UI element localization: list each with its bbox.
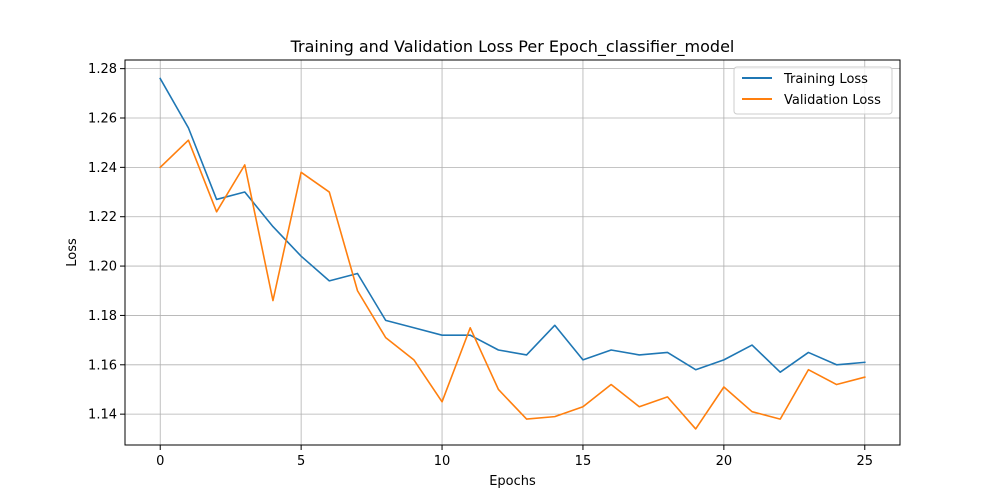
x-tick-label: 25 [856, 454, 873, 469]
y-tick-label: 1.28 [88, 62, 117, 77]
grid [125, 60, 900, 445]
y-tick-label: 1.20 [88, 260, 117, 275]
x-tick-label: 15 [575, 454, 592, 469]
chart-title: Training and Validation Loss Per Epoch_c… [290, 37, 735, 57]
series-line-training-loss [159, 77, 866, 373]
legend-label-validation-loss: Validation Loss [784, 93, 881, 108]
y-tick-label: 1.18 [88, 309, 117, 324]
x-tick-label: 0 [156, 454, 164, 469]
plot-frame [124, 59, 901, 446]
x-tick-label: 10 [434, 454, 451, 469]
y-tick-label: 1.22 [88, 210, 117, 225]
y-tick-label: 1.14 [88, 408, 117, 423]
y-axis: 1.14 1.16 1.18 1.20 1.22 1.24 1.26 1.28 [88, 62, 125, 423]
legend-label-training-loss: Training Loss [783, 72, 868, 87]
x-axis-label: Epochs [489, 474, 536, 489]
y-axis-label: Loss [65, 238, 80, 267]
y-tick-label: 1.24 [88, 161, 117, 176]
series-line-validation-loss [159, 139, 866, 430]
x-tick-label: 20 [716, 454, 733, 469]
series-lines [159, 77, 866, 430]
y-tick-label: 1.16 [88, 358, 117, 373]
legend-box [733, 66, 893, 115]
y-tick-label: 1.26 [88, 111, 117, 126]
x-axis: 0 5 10 15 20 25 [156, 445, 873, 469]
x-tick-label: 5 [297, 454, 305, 469]
legend: Training Loss Validation Loss [733, 66, 893, 115]
